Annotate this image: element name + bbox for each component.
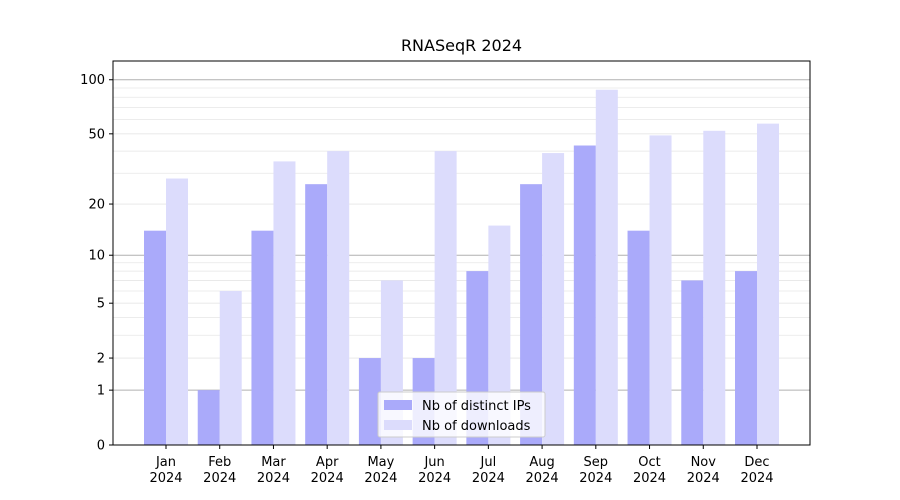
bar-distinct-ips [197, 390, 220, 445]
bar-downloads [542, 153, 565, 445]
bar-downloads [327, 151, 350, 445]
legend: Nb of distinct IPs Nb of downloads [377, 391, 546, 438]
bar-downloads [703, 130, 726, 445]
chart-title: RNASeqR 2024 [401, 36, 522, 55]
x-tick-label: Apr 2024 [311, 455, 344, 486]
x-tick-label: Jan 2024 [149, 455, 182, 486]
x-tick-label: May 2024 [364, 455, 397, 486]
bar-downloads [488, 225, 511, 445]
x-tick-label: Oct 2024 [633, 455, 666, 486]
bar-distinct-ips [358, 358, 381, 445]
x-axis-ticks: Jan 2024 Feb 2024 Mar 2024 Apr 2024 May 2024 Jun 20… [149, 445, 774, 486]
x-tick-label: Jun 2024 [418, 455, 451, 486]
bar-distinct-ips [305, 184, 328, 445]
bar-downloads [649, 135, 672, 446]
plot-area-frame [112, 60, 811, 446]
y-tick-label: 20 [88, 198, 105, 213]
bar-distinct-ips [144, 230, 166, 445]
y-tick-label: 100 [80, 73, 105, 88]
bar-downloads [434, 151, 457, 445]
legend-swatch-distinct-ips [384, 400, 412, 410]
legend-swatch-downloads [384, 420, 412, 430]
y-tick-label: 50 [88, 127, 105, 142]
bar-distinct-ips [251, 230, 274, 445]
bar-distinct-ips [681, 280, 704, 445]
bar-distinct-ips [735, 271, 757, 445]
legend-box [377, 391, 546, 438]
y-tick-label: 10 [88, 249, 105, 264]
x-tick-label: Jul 2024 [472, 455, 505, 486]
x-tick-label: Nov 2024 [687, 455, 720, 486]
bar-distinct-ips [573, 145, 596, 446]
x-tick-label: Mar 2024 [257, 455, 290, 486]
bar-distinct-ips [520, 184, 543, 445]
legend-label-downloads: Nb of downloads [422, 419, 531, 434]
bar-downloads [595, 89, 618, 445]
x-tick-label: Dec 2024 [740, 455, 773, 486]
y-tick-label: 0 [97, 439, 105, 454]
x-tick-label: Aug 2024 [526, 455, 559, 486]
y-tick-label: 2 [97, 352, 105, 367]
bar-downloads [219, 290, 242, 445]
y-tick-label: 5 [97, 297, 105, 312]
legend-label-distinct-ips: Nb of distinct IPs [422, 399, 531, 414]
x-tick-label: Sep 2024 [579, 455, 612, 486]
bar-distinct-ips [627, 230, 650, 445]
bar-downloads [273, 161, 296, 445]
bar-downloads [166, 178, 188, 445]
x-tick-label: Feb 2024 [203, 455, 236, 486]
bar-downloads [757, 123, 779, 446]
y-axis-ticks: 0 1 2 5 10 20 50 100 [80, 73, 113, 454]
y-tick-label: 1 [97, 384, 105, 399]
